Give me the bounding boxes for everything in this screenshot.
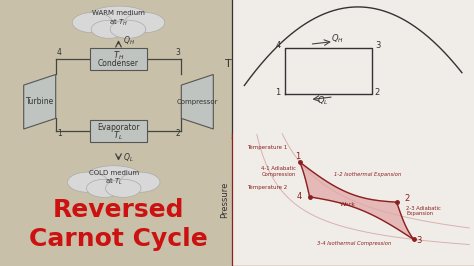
Y-axis label: Pressure: Pressure [220, 181, 229, 218]
Ellipse shape [85, 166, 142, 188]
Ellipse shape [106, 179, 141, 197]
Text: Compressor: Compressor [176, 99, 218, 105]
Ellipse shape [119, 172, 160, 192]
Text: Turbine: Turbine [26, 97, 54, 106]
Text: 1-2 Isothermal Expansion: 1-2 Isothermal Expansion [334, 172, 401, 177]
Text: 4: 4 [57, 48, 62, 57]
Text: 3-4 Isothermal Compression: 3-4 Isothermal Compression [317, 241, 391, 246]
Text: Evaporator: Evaporator [97, 123, 140, 132]
Text: $Q_H$: $Q_H$ [123, 34, 135, 47]
Ellipse shape [72, 13, 113, 33]
Polygon shape [24, 74, 56, 129]
Text: 4: 4 [297, 192, 302, 201]
Text: $Q_L$: $Q_L$ [123, 152, 134, 164]
Text: 2: 2 [175, 129, 180, 138]
Text: at $T_H$: at $T_H$ [109, 18, 128, 28]
FancyBboxPatch shape [90, 120, 147, 142]
Text: 1: 1 [295, 152, 300, 161]
Ellipse shape [88, 6, 149, 28]
Text: WARM medium: WARM medium [92, 10, 145, 16]
Polygon shape [182, 74, 213, 129]
Ellipse shape [91, 20, 127, 38]
Text: 3: 3 [375, 41, 380, 51]
Text: 1: 1 [57, 129, 62, 138]
Ellipse shape [68, 172, 108, 192]
Text: 2: 2 [375, 88, 380, 97]
Text: Work: Work [340, 202, 356, 207]
Text: Condenser: Condenser [98, 60, 139, 68]
Text: Reversed: Reversed [53, 198, 184, 222]
Ellipse shape [110, 20, 146, 38]
Y-axis label: T: T [225, 59, 231, 69]
Polygon shape [300, 162, 413, 239]
Text: 2-3 Adiabatic
Expansion: 2-3 Adiabatic Expansion [406, 206, 441, 217]
Text: 3: 3 [416, 236, 421, 246]
Text: $T_L$: $T_L$ [113, 130, 124, 142]
Ellipse shape [86, 179, 122, 197]
Text: $T_H$: $T_H$ [113, 50, 124, 62]
Text: Carnot Cycle: Carnot Cycle [29, 227, 208, 251]
Text: 1: 1 [275, 88, 281, 97]
Text: $Q_L$: $Q_L$ [317, 95, 328, 107]
Text: Temperature 2: Temperature 2 [247, 185, 287, 190]
Ellipse shape [124, 13, 165, 33]
Text: 2: 2 [404, 194, 409, 203]
Text: at $T_L$: at $T_L$ [105, 177, 123, 187]
Text: 3: 3 [175, 48, 180, 57]
Text: 4: 4 [275, 41, 281, 51]
Text: COLD medium: COLD medium [89, 170, 139, 176]
Text: 4-1 Adiabatic
Compression: 4-1 Adiabatic Compression [261, 166, 296, 177]
Text: $Q_H$: $Q_H$ [331, 32, 344, 45]
FancyBboxPatch shape [90, 48, 147, 70]
Text: Temperature 1: Temperature 1 [247, 145, 287, 150]
